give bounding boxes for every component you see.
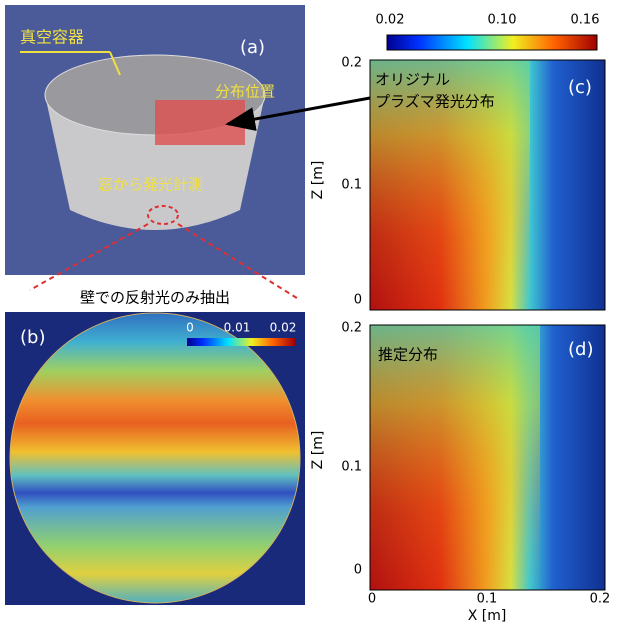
- colorbar: [187, 338, 295, 346]
- colorbar-tick: 0: [186, 321, 194, 335]
- label: 窓から発光計測: [98, 176, 203, 194]
- panel-tag: (b): [20, 327, 45, 348]
- zoom-line: [29, 223, 149, 291]
- heatmap-overlay: [370, 325, 540, 590]
- panel-tag: (a): [240, 37, 265, 58]
- label: 分布位置: [215, 83, 275, 101]
- y-tick-label: 0: [354, 293, 362, 308]
- pointer: [109, 51, 121, 76]
- y-tick-label: 0.1: [341, 178, 362, 193]
- panel-tag: (c): [568, 77, 592, 98]
- x-axis-label: X [m]: [468, 608, 507, 624]
- panel-tag: (d): [568, 339, 593, 360]
- frame: [369, 324, 606, 591]
- label: 推定分布: [378, 346, 438, 364]
- colorbar-tick: 0.01: [224, 321, 251, 335]
- label: 真空容器: [20, 28, 84, 47]
- colorbar-tick: 0.02: [376, 13, 405, 28]
- y-tick-label: 0: [354, 563, 362, 578]
- heatmap-overlay: [370, 60, 530, 310]
- colorbar-tick: 0.02: [270, 321, 297, 335]
- y-tick-label: 0.1: [341, 460, 362, 475]
- window-mark: [147, 205, 179, 225]
- x-tick-label: 0.2: [590, 592, 611, 607]
- label: オリジナル: [375, 71, 450, 89]
- caption: 壁での反射光のみ抽出: [80, 289, 230, 307]
- y-axis-label: Z [m]: [310, 431, 326, 470]
- y-tick-label: 0.2: [341, 321, 362, 336]
- colorbar: [386, 34, 598, 51]
- frame: [369, 59, 606, 311]
- colorbar-tick: 0.16: [571, 13, 600, 28]
- arrow: [225, 96, 371, 131]
- y-axis-label: Z [m]: [310, 161, 326, 200]
- y-tick-label: 0.2: [341, 56, 362, 71]
- x-tick-label: 0: [368, 592, 376, 607]
- zoom-line: [177, 223, 301, 301]
- label: プラズマ発光分布: [375, 93, 495, 111]
- reflection-image: [9, 312, 301, 604]
- x-tick-label: 0.1: [477, 592, 498, 607]
- colorbar-tick: 0.10: [488, 13, 517, 28]
